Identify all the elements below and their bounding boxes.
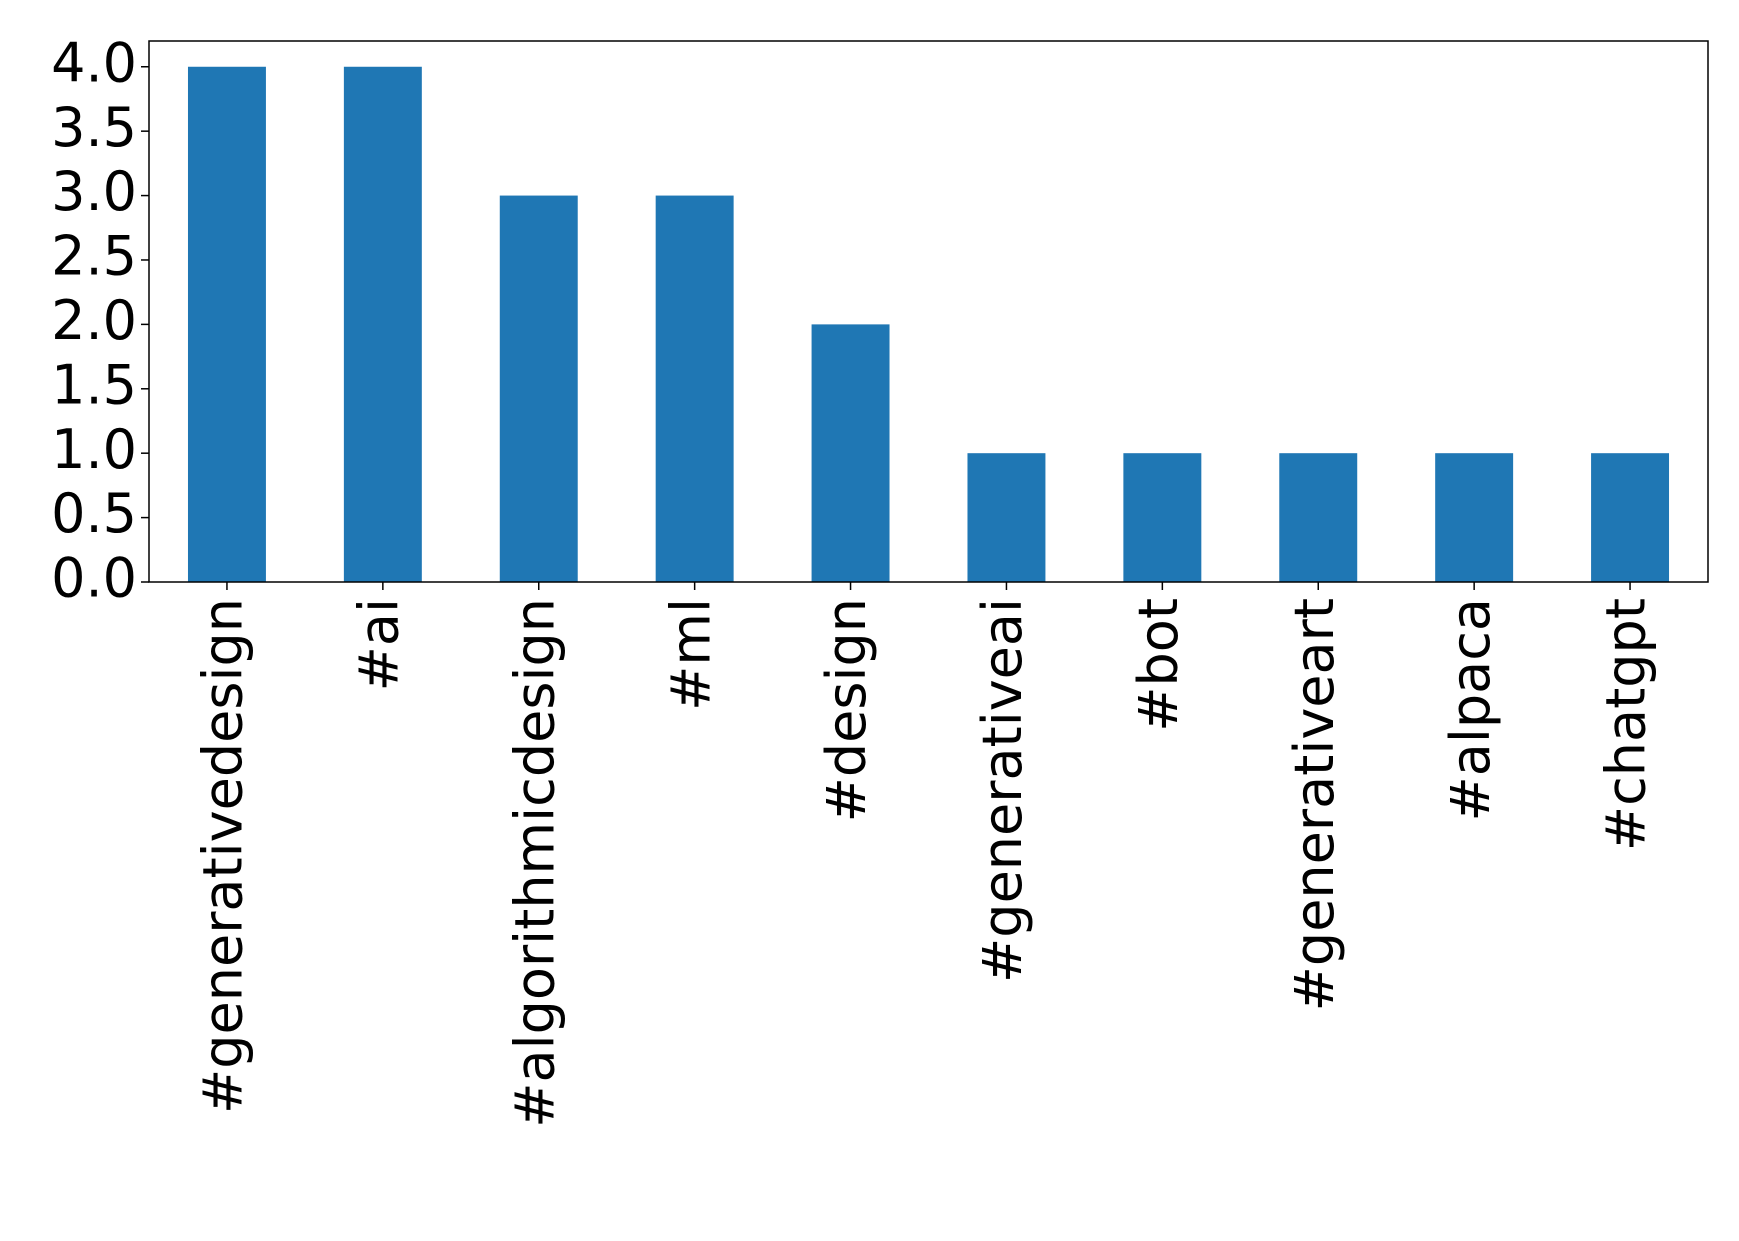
bar [499, 195, 578, 583]
y-tick-label: 3.0 [51, 160, 137, 223]
x-tick-label: #chatgpt [1595, 598, 1658, 851]
bar [187, 66, 266, 582]
bar [1591, 453, 1670, 582]
x-tick-label: #bot [1127, 598, 1190, 732]
bar [343, 66, 422, 582]
y-tick-label: 1.0 [51, 418, 137, 481]
y-tick-label: 0.0 [51, 547, 137, 610]
bar [1435, 453, 1514, 582]
bar [811, 324, 890, 582]
x-tick-label: #design [815, 598, 878, 822]
x-tick-label: #ai [347, 598, 410, 691]
x-tick-label: #ml [659, 598, 722, 711]
bar [1123, 453, 1202, 582]
bar [1279, 453, 1358, 582]
bar [655, 195, 734, 583]
y-tick-label: 2.5 [51, 225, 137, 288]
x-tick-label: #generativedesign [192, 598, 255, 1114]
y-tick-label: 1.5 [51, 353, 137, 416]
x-tick-label: #algorithmicdesign [503, 598, 566, 1128]
bar [967, 453, 1046, 582]
y-tick-label: 0.5 [51, 482, 137, 545]
x-tick-label: #generativeart [1283, 598, 1346, 1011]
plot-frame [148, 40, 1709, 583]
x-tick-label: #alpaca [1439, 598, 1502, 822]
x-tick-label: #generativeai [971, 598, 1034, 983]
y-tick-label: 3.5 [51, 96, 137, 159]
y-tick-label: 2.0 [51, 289, 137, 352]
y-tick-label: 4.0 [51, 31, 137, 94]
